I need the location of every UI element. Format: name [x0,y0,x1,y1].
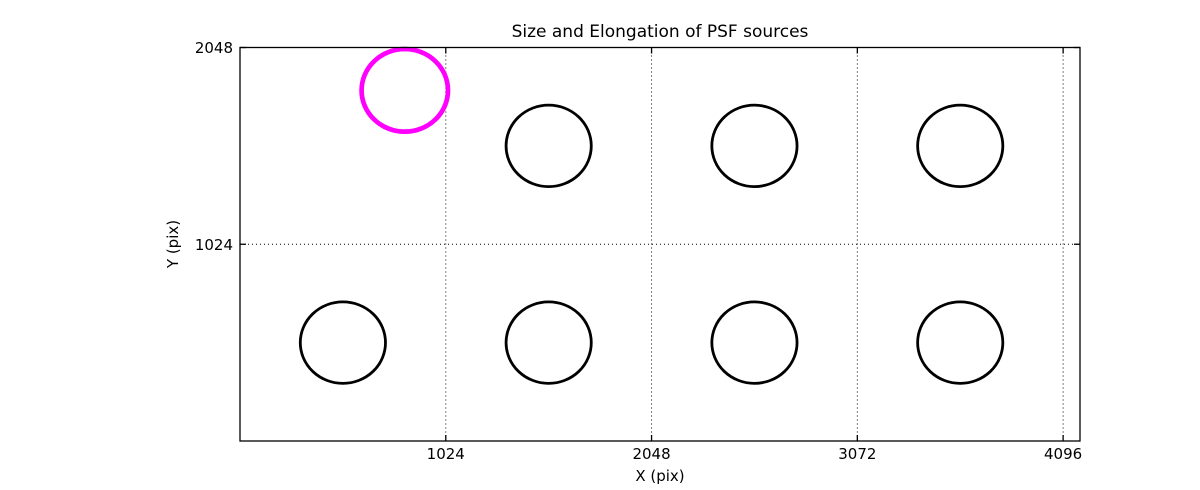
y-tick-label-1024: 1024 [195,236,233,254]
psf-source-flagged-0 [359,46,451,135]
y-tick-label-2048: 2048 [195,39,233,57]
psf-source-normal-5 [504,300,593,385]
psf-source-normal-2 [710,103,799,189]
psf-source-normal-1 [504,103,593,189]
tick-labels: 1024 2048 3072 4096 1024 2048 [195,39,1082,463]
axis-ticks [240,46,1080,441]
y-axis-label: Y (pix) [164,220,182,269]
x-tick-label-1024: 1024 [427,445,465,463]
x-axis-label: X (pix) [635,467,684,485]
x-tick-label-2048: 2048 [632,445,670,463]
data-points [298,46,1005,385]
psf-source-normal-6 [710,300,799,385]
chart-title: Size and Elongation of PSF sources [512,22,809,42]
x-tick-label-3072: 3072 [838,445,876,463]
psf-source-normal-4 [298,300,387,385]
psf-source-normal-7 [916,300,1005,385]
psf-source-normal-3 [916,103,1005,189]
x-tick-label-4096: 4096 [1044,445,1082,463]
